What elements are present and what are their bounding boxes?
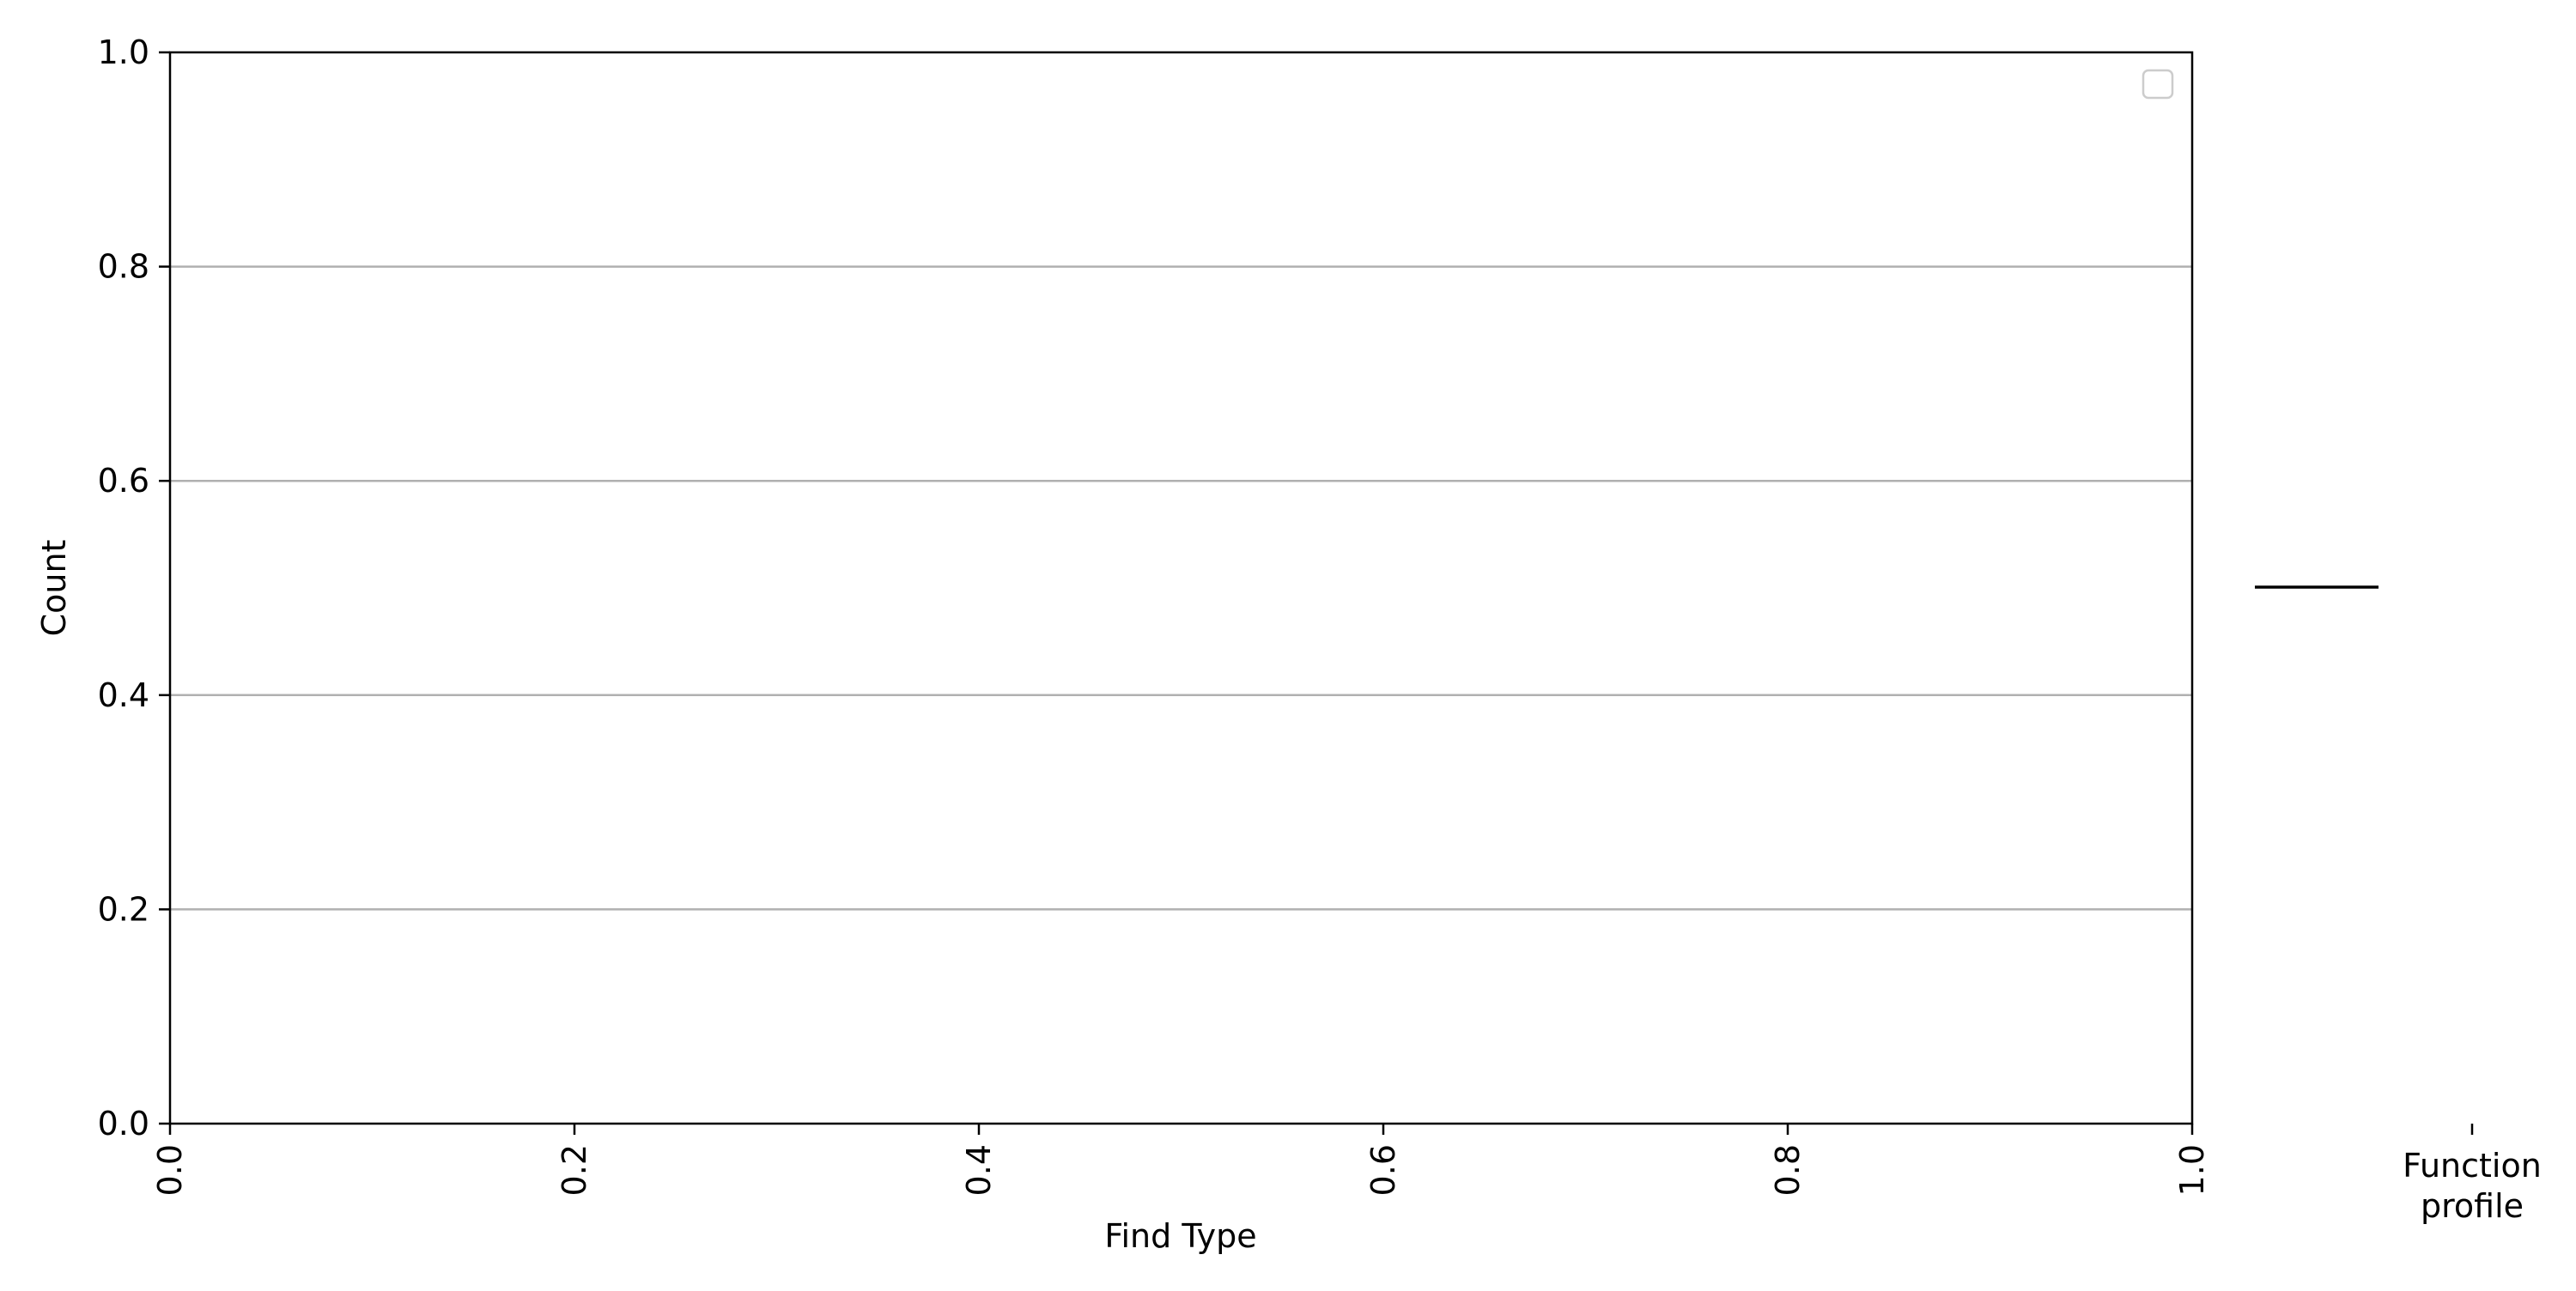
x-tick-label: 0.8 bbox=[1769, 1144, 1807, 1196]
x-axis-ticks: 0.0 0.2 0.4 0.6 0.8 1.0 bbox=[151, 1124, 2211, 1196]
y-axis-ticks: 0.0 0.2 0.4 0.6 0.8 1.0 bbox=[98, 33, 170, 1143]
x-tick-label: 0.4 bbox=[960, 1144, 998, 1196]
x-tick-label: 1.0 bbox=[2173, 1144, 2211, 1196]
y-tick-label: 1.0 bbox=[98, 33, 149, 71]
y-tick-label: 0.0 bbox=[98, 1105, 149, 1143]
main-plot: 0.0 0.2 0.4 0.6 0.8 1.0 0.0 0.2 0.4 0.6 0.8 1.0 Fi… bbox=[35, 33, 2211, 1255]
y-tick-label: 0.8 bbox=[98, 248, 149, 286]
grid-lines bbox=[170, 265, 2192, 911]
x-tick-label: 0.6 bbox=[1364, 1144, 1402, 1196]
y-tick-label: 0.2 bbox=[98, 890, 149, 928]
y-tick-label: 0.6 bbox=[98, 462, 149, 500]
plot-frame bbox=[168, 51, 2194, 1125]
side-panel-tick-label-line1: Function bbox=[2403, 1147, 2542, 1185]
plot-background bbox=[170, 52, 2192, 1124]
side-panel-tick-label-line2: profile bbox=[2421, 1187, 2524, 1225]
side-panel: Function profile bbox=[2255, 585, 2542, 1225]
y-tick-label: 0.4 bbox=[98, 676, 149, 714]
x-tick-label: 0.2 bbox=[556, 1144, 593, 1196]
y-axis-label: Count bbox=[35, 540, 73, 637]
legend-box bbox=[2142, 69, 2174, 100]
x-tick-label: 0.0 bbox=[151, 1144, 189, 1196]
x-axis-label: Find Type bbox=[1104, 1217, 1256, 1255]
